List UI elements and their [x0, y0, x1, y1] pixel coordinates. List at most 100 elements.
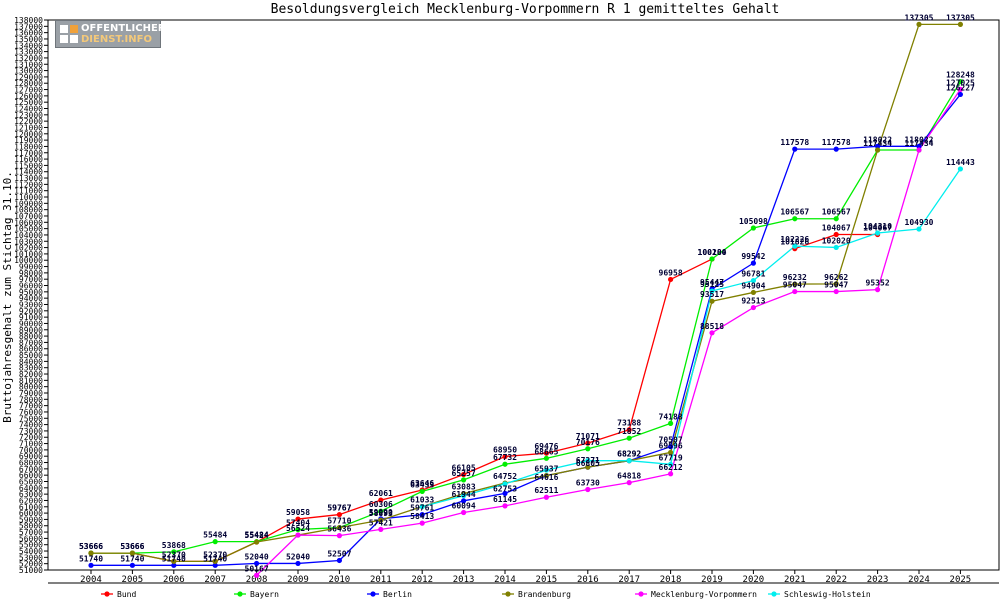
legend-entry-label: Schleswig-Holstein	[784, 590, 871, 599]
data-label: 117578	[780, 138, 809, 147]
y-tick-label: 117000	[14, 149, 43, 158]
data-label: 71071	[576, 432, 600, 441]
data-point	[916, 143, 922, 149]
data-label: 62511	[534, 486, 558, 495]
data-point	[957, 21, 964, 27]
data-label: 102020	[822, 236, 851, 245]
y-tick-label: 65000	[19, 477, 43, 486]
x-tick-label: 2008	[246, 575, 268, 585]
data-label: 51740	[79, 554, 103, 563]
data-label: 127025	[946, 78, 975, 87]
series-line	[91, 258, 713, 562]
y-tick-label: 93000	[19, 300, 43, 309]
y-tick-label: 131000	[14, 60, 43, 69]
y-tick-label: 85000	[19, 351, 43, 360]
series-line	[422, 168, 961, 508]
data-label: 53666	[79, 542, 103, 551]
data-point	[792, 146, 798, 152]
x-tick-label: 2006	[163, 575, 185, 585]
data-point	[543, 494, 550, 500]
y-tick-label: 100000	[14, 256, 43, 265]
x-tick-label: 2017	[618, 575, 640, 585]
y-tick-label: 74000	[19, 421, 43, 430]
y-tick-label: 133000	[14, 48, 43, 57]
data-label: 73188	[617, 419, 641, 428]
data-label: 95125	[700, 280, 724, 289]
y-tick-label: 53000	[19, 553, 43, 562]
data-label: 69596	[659, 441, 683, 450]
y-tick-label: 80000	[19, 383, 43, 392]
data-point	[461, 471, 467, 478]
data-label: 68292	[617, 450, 641, 459]
data-label: 66805	[576, 459, 600, 468]
y-tick-label: 136000	[14, 29, 43, 38]
data-label: 64818	[617, 472, 641, 481]
y-tick-label: 116000	[14, 155, 43, 164]
x-tick-label: 2019	[701, 575, 723, 585]
y-tick-label: 130000	[14, 67, 43, 76]
legend-swatch-point	[237, 591, 243, 597]
data-label: 59767	[327, 504, 351, 513]
y-axis-label: Bruttojahresgehalt zum Stichtag 31.10.	[1, 171, 14, 423]
y-tick-label: 62000	[19, 496, 43, 505]
data-label: 63646	[410, 479, 434, 488]
y-tick-label: 118000	[14, 142, 43, 151]
data-label: 68950	[493, 446, 517, 455]
data-point	[916, 226, 922, 232]
y-tick-label: 76000	[19, 408, 43, 417]
logo-mark-icon	[60, 25, 78, 43]
data-point	[668, 420, 674, 427]
data-label: 58413	[410, 512, 434, 521]
x-tick-label: 2009	[287, 575, 309, 585]
y-tick-label: 88000	[19, 332, 43, 341]
data-label: 100200	[698, 248, 727, 257]
data-label: 118022	[905, 135, 934, 144]
data-point	[378, 508, 384, 514]
data-label: 104310	[863, 222, 892, 231]
x-tick-label: 2004	[80, 575, 102, 585]
legend-entry-label: Brandenburg	[518, 590, 571, 599]
data-point	[957, 91, 964, 98]
y-tick-label: 128000	[14, 79, 43, 88]
y-tick-label: 110000	[14, 193, 43, 202]
data-label: 96262	[824, 273, 848, 282]
data-point	[502, 490, 508, 497]
y-tick-label: 73000	[19, 427, 43, 436]
data-label: 63433	[410, 480, 434, 489]
y-tick-label: 122000	[14, 117, 43, 126]
data-point	[502, 481, 508, 487]
data-point	[543, 455, 550, 461]
data-point	[668, 471, 674, 477]
y-tick-label: 55000	[19, 541, 43, 550]
data-label: 137305	[946, 13, 975, 22]
data-label: 52370	[162, 550, 186, 559]
data-label: 71852	[617, 427, 641, 436]
data-point	[833, 216, 839, 222]
y-tick-label: 69000	[19, 452, 43, 461]
data-label: 92513	[741, 297, 765, 306]
data-label: 53666	[79, 542, 103, 551]
data-point	[916, 147, 922, 153]
y-tick-label: 107000	[14, 212, 43, 221]
data-point	[833, 244, 839, 251]
data-label: 59761	[410, 504, 434, 513]
y-tick-label: 59000	[19, 515, 43, 524]
data-label: 55484	[245, 531, 269, 540]
data-label: 61145	[493, 495, 517, 504]
data-point	[419, 488, 425, 495]
y-tick-label: 91000	[19, 313, 43, 322]
data-label: 68665	[534, 447, 558, 456]
data-point	[750, 277, 757, 284]
data-label: 57710	[327, 517, 351, 526]
data-point	[461, 477, 467, 483]
y-tick-label: 58000	[19, 522, 43, 531]
y-tick-label: 82000	[19, 370, 43, 379]
y-tick-label: 99000	[19, 263, 43, 272]
y-tick-label: 64000	[19, 484, 43, 493]
data-label: 50167	[245, 564, 269, 573]
data-point	[336, 524, 342, 531]
data-point	[502, 461, 508, 467]
x-tick-label: 2011	[370, 575, 392, 585]
data-label: 55424	[245, 531, 269, 540]
data-label: 104067	[822, 224, 851, 233]
